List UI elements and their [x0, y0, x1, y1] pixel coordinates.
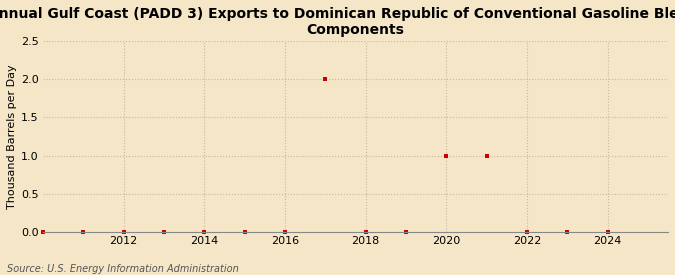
Text: Source: U.S. Energy Information Administration: Source: U.S. Energy Information Administ…	[7, 264, 238, 274]
Title: Annual Gulf Coast (PADD 3) Exports to Dominican Republic of Conventional Gasolin: Annual Gulf Coast (PADD 3) Exports to Do…	[0, 7, 675, 37]
Y-axis label: Thousand Barrels per Day: Thousand Barrels per Day	[7, 64, 17, 209]
